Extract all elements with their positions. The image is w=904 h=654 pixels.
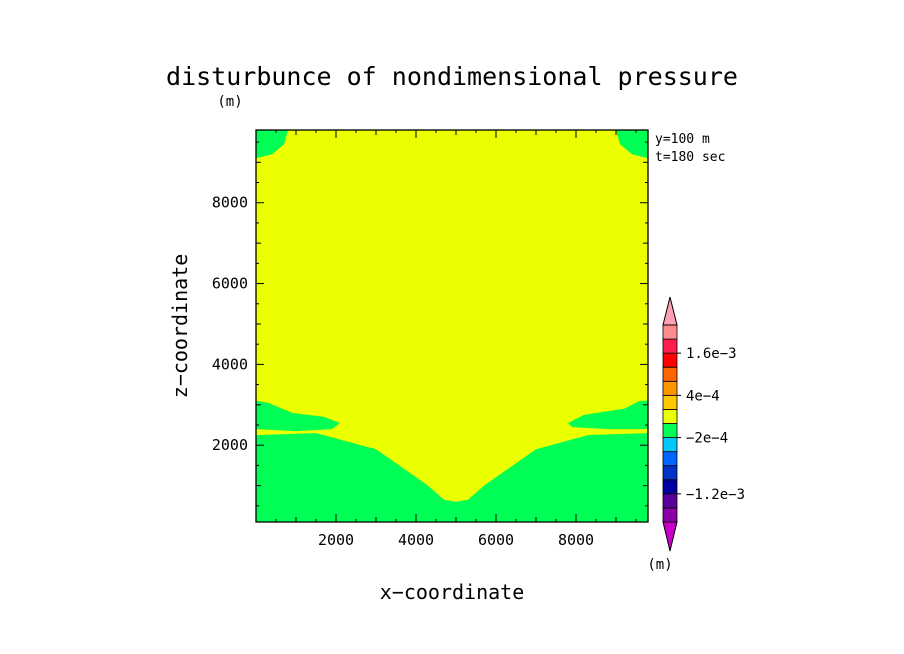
colorbar-tick-label: −1.2e−3 [686,487,745,503]
x-axis-label: x−coordinate [380,580,525,604]
y-axis: 2000 4000 6000 8000 [212,141,648,507]
colorbar-tick-label: 4e−4 [686,388,720,404]
y-tick-label: 8000 [212,194,248,212]
colorbar-segment [662,465,678,481]
x-tick-label: 8000 [558,531,594,549]
y-tick-label: 4000 [212,355,248,373]
y-tick-label: 2000 [212,436,248,454]
annotation-y: y=100 m [655,132,710,147]
colorbar-segment [662,451,678,467]
y-unit-label: (m) [217,94,242,110]
y-tick-label: 6000 [212,275,248,293]
colorbar-over-arrow [662,296,678,326]
colorbar-segment [662,394,678,410]
colorbar-segment [662,380,678,396]
contour-right-lobe [568,400,648,430]
colorbar-segment [662,352,678,368]
contour-top-left-corner [256,130,288,159]
x-tick-label: 4000 [398,531,434,549]
colorbar-segment [662,338,678,354]
plot-area [255,129,649,523]
annotation-t: t=180 sec [655,150,725,165]
colorbar-segment [662,324,678,340]
colorbar-segment [662,409,678,424]
contour-top-right-corner [616,130,648,159]
colorbar-tick-label: −2e−4 [686,431,728,447]
colorbar-segment [662,437,678,453]
x-tick-label: 6000 [478,531,514,549]
plot-frame [255,129,649,523]
colorbar-segment [662,423,678,438]
colorbar-segment [662,507,678,523]
colorbar-unit-label: (m) [647,557,672,573]
x-axis: 2000 4000 6000 8000 [255,130,637,549]
colorbar-segment [662,479,678,495]
y-axis-label: z−coordinate [168,254,192,399]
colorbar-segment [662,366,678,382]
colorbar: 1.6e−3 4e−4 −2e−4 −1.2e−3 [662,296,745,552]
contour-lower-region [256,433,648,522]
chart-title: disturbunce of nondimensional pressure [166,62,738,91]
contour-left-lobe [256,400,340,432]
colorbar-tick-label: 1.6e−3 [686,346,737,362]
x-tick-label: 2000 [318,531,354,549]
colorbar-under-arrow [662,521,678,552]
colorbar-segment [662,493,678,509]
